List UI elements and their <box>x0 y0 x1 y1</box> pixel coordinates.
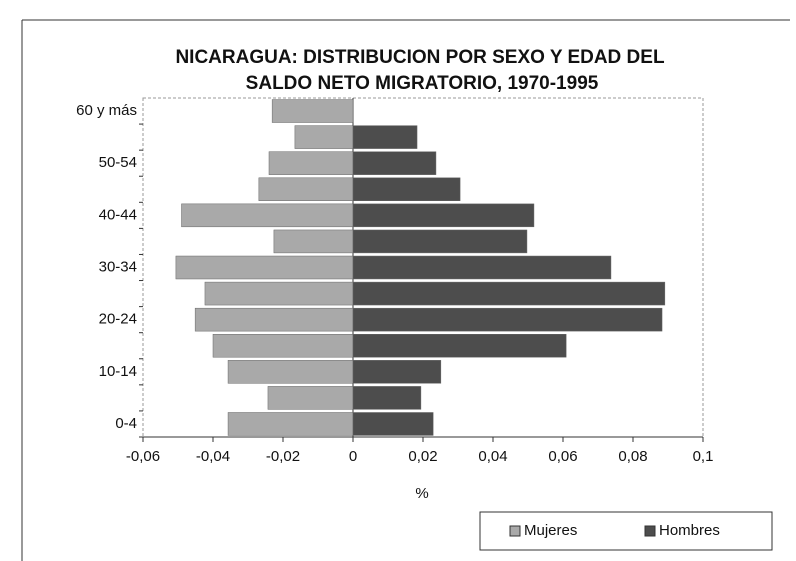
bar <box>352 151 437 175</box>
x-tick-label: -0,04 <box>196 448 230 465</box>
bar <box>352 360 442 384</box>
x-tick-label: 0,06 <box>548 448 577 465</box>
bar <box>352 281 666 306</box>
bar <box>352 177 461 201</box>
legend-swatch <box>644 525 656 537</box>
bar <box>267 386 354 410</box>
x-tick-label: 0,08 <box>618 448 647 465</box>
legend-label: Hombres <box>659 522 720 539</box>
chart-title: SALDO NETO MIGRATORIO, 1970-1995 <box>246 73 599 94</box>
legend <box>479 511 773 551</box>
y-tick-label: 60 y más <box>76 102 137 119</box>
y-tick-label: 20-24 <box>99 311 137 328</box>
y-tick-label: 0-4 <box>115 415 137 432</box>
bar <box>352 386 422 410</box>
x-tick-label: 0 <box>349 448 357 465</box>
chart-title: NICARAGUA: DISTRIBUCION POR SEXO Y EDAD … <box>175 47 665 68</box>
plot-area <box>142 97 704 438</box>
bar <box>258 177 354 201</box>
bar <box>271 99 354 123</box>
bar <box>352 255 612 280</box>
y-tick-label: 30-34 <box>99 258 137 275</box>
bar <box>352 307 663 332</box>
bar <box>181 203 354 228</box>
y-tick-label: 40-44 <box>99 206 137 223</box>
y-tick-label: 10-14 <box>99 363 137 380</box>
y-tick-label: 50-54 <box>99 154 137 171</box>
bar <box>204 281 354 306</box>
x-axis-label: % <box>415 485 428 502</box>
x-tick-label: 0,02 <box>408 448 437 465</box>
bar <box>352 334 567 358</box>
x-tick-label: -0,06 <box>126 448 160 465</box>
legend-label: Mujeres <box>524 522 577 539</box>
bar <box>273 229 354 254</box>
bar <box>352 412 434 436</box>
legend-swatch <box>509 525 521 537</box>
bar <box>212 334 354 358</box>
bar <box>352 125 418 149</box>
bar <box>294 125 354 149</box>
bar <box>352 203 535 228</box>
bar <box>268 151 354 175</box>
bar <box>175 255 354 280</box>
bar <box>227 360 354 384</box>
bar <box>194 307 354 332</box>
x-tick-label: -0,02 <box>266 448 300 465</box>
x-tick-label: 0,1 <box>693 448 714 465</box>
x-tick-label: 0,04 <box>478 448 507 465</box>
bar <box>227 412 354 436</box>
bar <box>352 229 528 254</box>
